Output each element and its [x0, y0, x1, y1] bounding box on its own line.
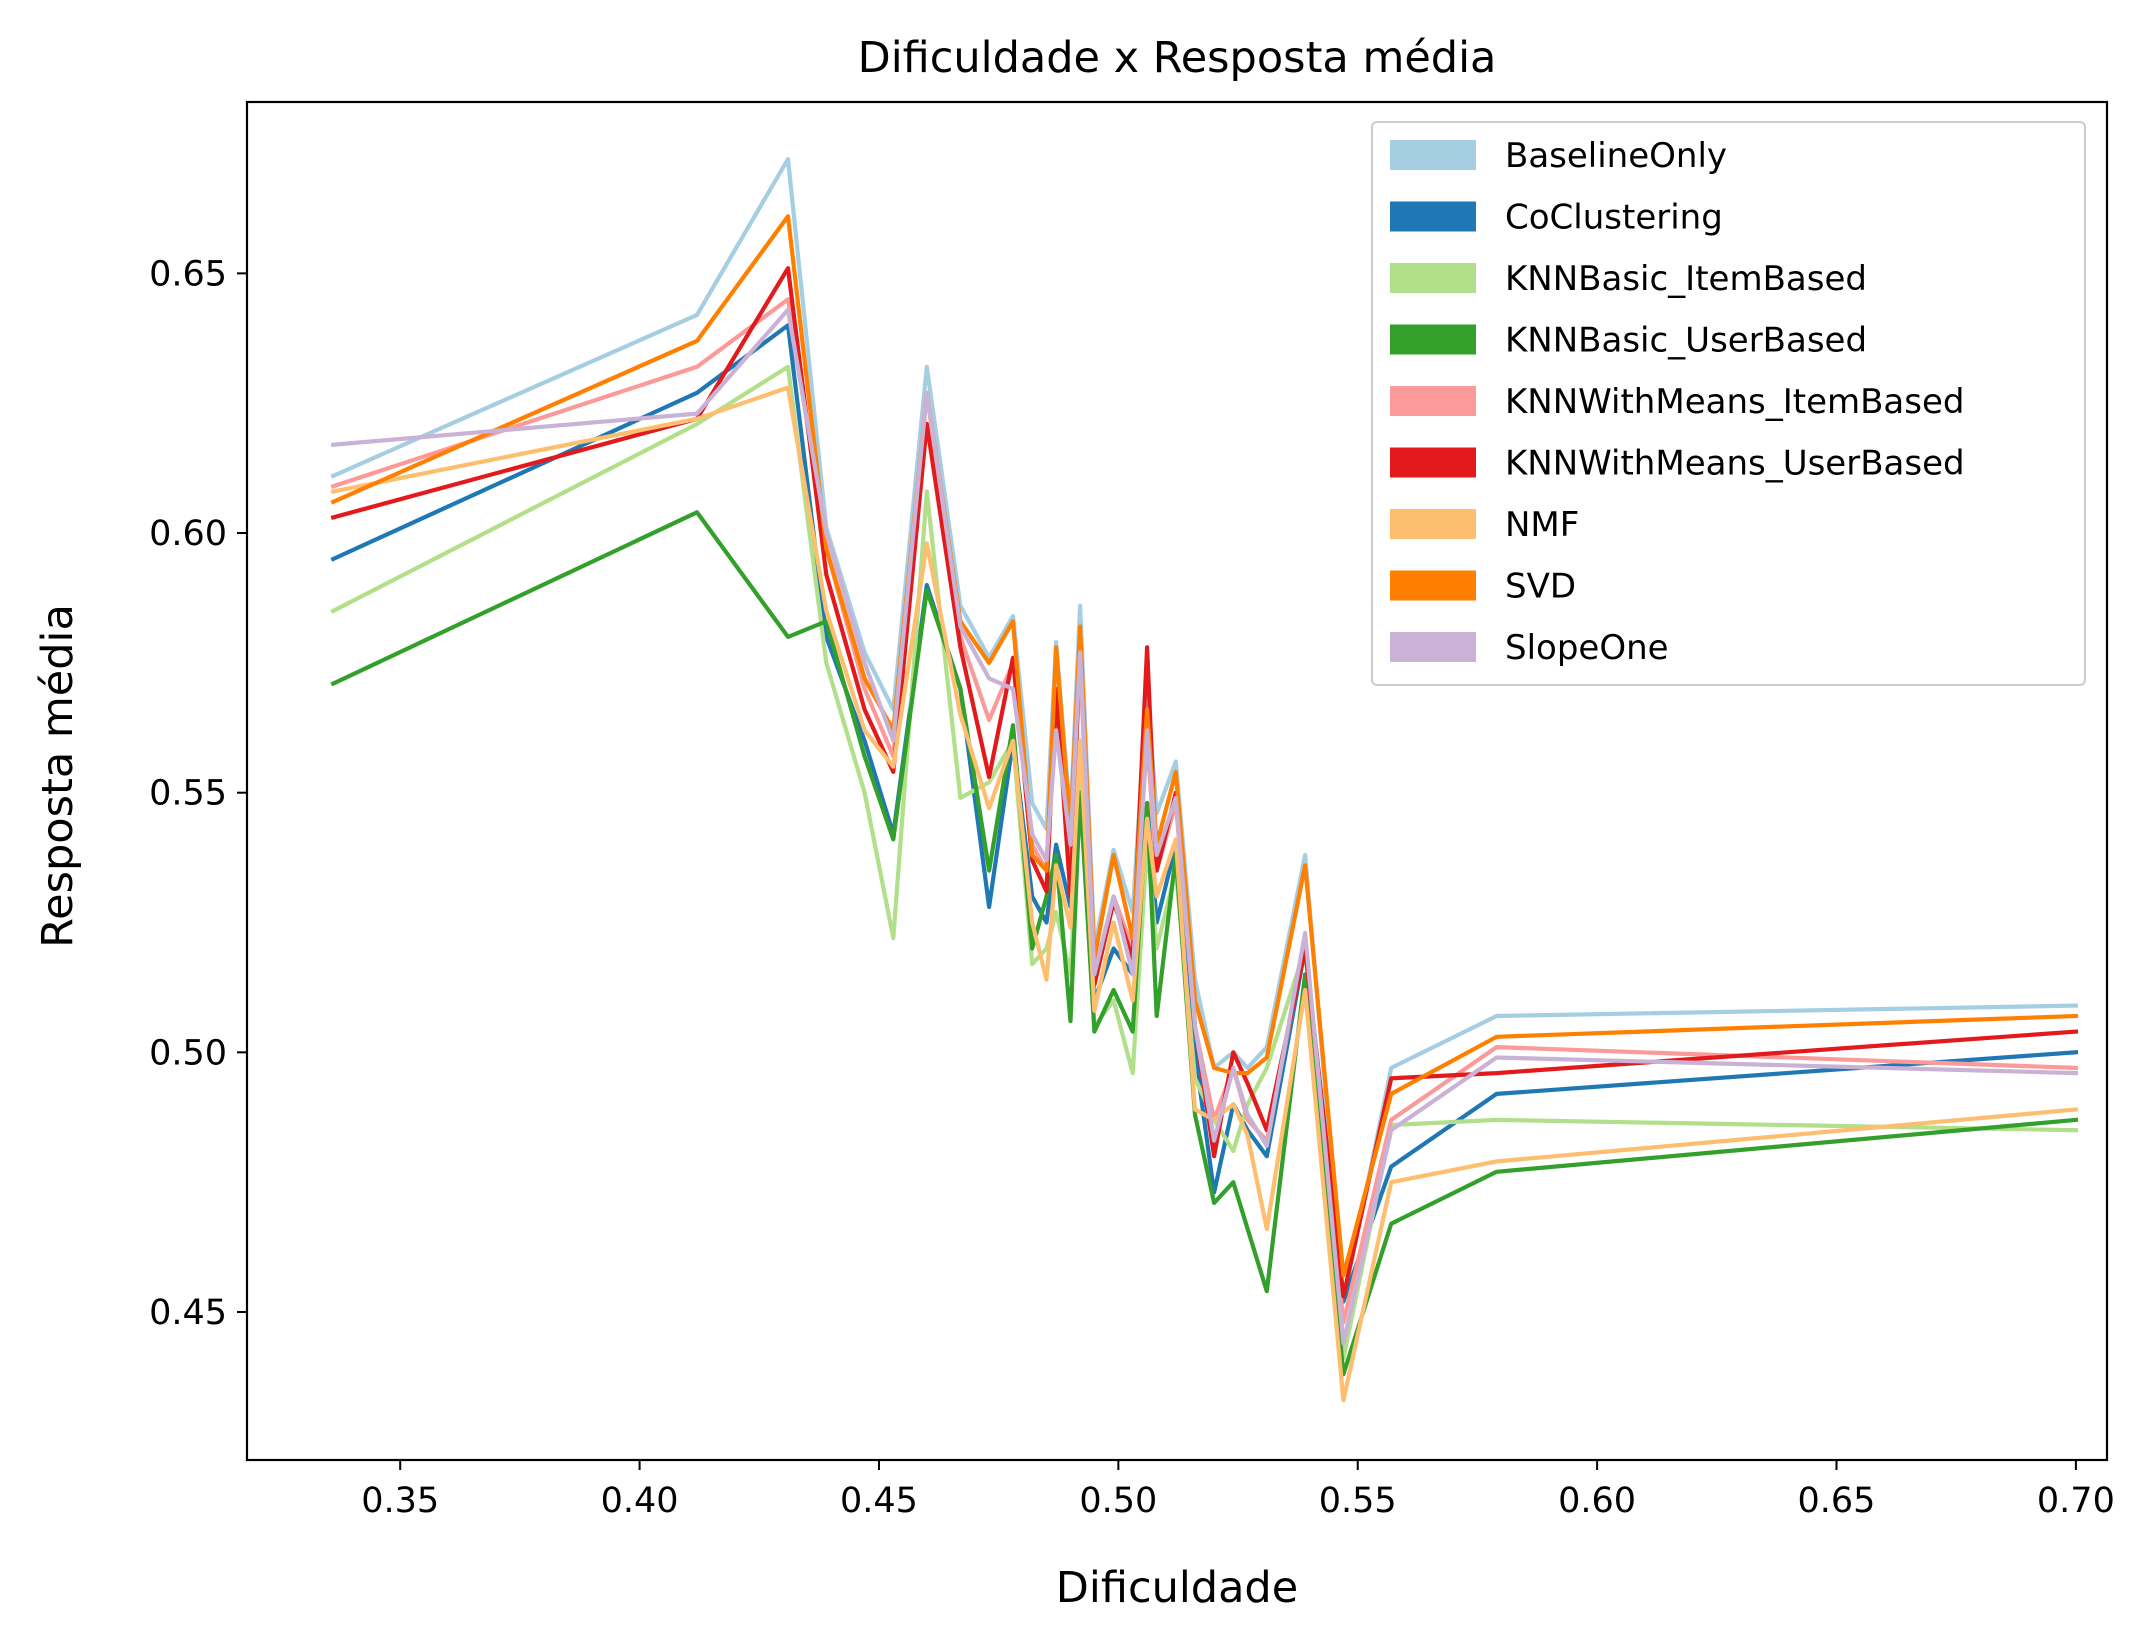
legend-swatch [1390, 324, 1476, 355]
y-tick-label: 0.60 [149, 514, 227, 554]
x-tick-label: 0.45 [840, 1481, 918, 1521]
x-tick-label: 0.40 [601, 1481, 679, 1521]
legend-label: CoClustering [1505, 198, 1723, 238]
series-line-knnbasic-userbased [330, 510, 2079, 1377]
legend-swatch [1390, 140, 1476, 170]
x-tick-label: 0.60 [1558, 1481, 1636, 1521]
y-axis-ticks: 0.45 0.50 0.55 0.60 0.65 [149, 254, 247, 1333]
legend-label: SVD [1505, 567, 1576, 607]
x-tick-label: 0.70 [2037, 1481, 2115, 1521]
legend-swatch [1390, 570, 1476, 601]
chart-title: Dificuldade x Resposta média [858, 33, 1497, 83]
x-tick-label: 0.35 [361, 1481, 439, 1521]
x-tick-label: 0.55 [1319, 1481, 1397, 1521]
legend-label: KNNWithMeans_UserBased [1505, 444, 1965, 484]
legend-swatch [1390, 386, 1476, 416]
legend-frame [1371, 121, 2086, 686]
legend-swatch [1390, 201, 1476, 232]
y-axis-label: Resposta média [33, 604, 83, 948]
legend-swatch [1390, 447, 1476, 478]
legend-label: KNNWithMeans_ItemBased [1505, 382, 1964, 422]
legend-swatch [1390, 509, 1476, 539]
legend-swatch [1390, 263, 1476, 293]
y-tick-label: 0.65 [149, 254, 227, 294]
x-tick-label: 0.50 [1079, 1481, 1157, 1521]
series-line-slopeone [330, 307, 2079, 1346]
x-tick-label: 0.65 [1798, 1481, 1876, 1521]
legend-label: BaselineOnly [1505, 136, 1727, 176]
y-tick-label: 0.45 [149, 1293, 227, 1333]
plot-frame [245, 100, 2109, 1462]
x-axis-ticks: 0.35 0.40 0.45 0.50 0.55 0.60 0.65 0.70 [361, 1460, 2115, 1521]
x-axis-label: Dificuldade [1056, 1563, 1298, 1613]
legend-label: NMF [1505, 505, 1579, 545]
legend-label: KNNBasic_UserBased [1505, 321, 1867, 361]
series-line-nmf [330, 385, 2079, 1403]
legend-label: KNNBasic_ItemBased [1505, 259, 1867, 299]
legend: BaselineOnly CoClustering KNNBasic_ItemBas… [1371, 121, 2086, 686]
legend-label: SlopeOne [1505, 628, 1669, 668]
legend-swatch [1390, 632, 1476, 662]
y-tick-label: 0.55 [149, 774, 227, 814]
plot-lines [330, 157, 2079, 1403]
y-tick-label: 0.50 [149, 1033, 227, 1073]
